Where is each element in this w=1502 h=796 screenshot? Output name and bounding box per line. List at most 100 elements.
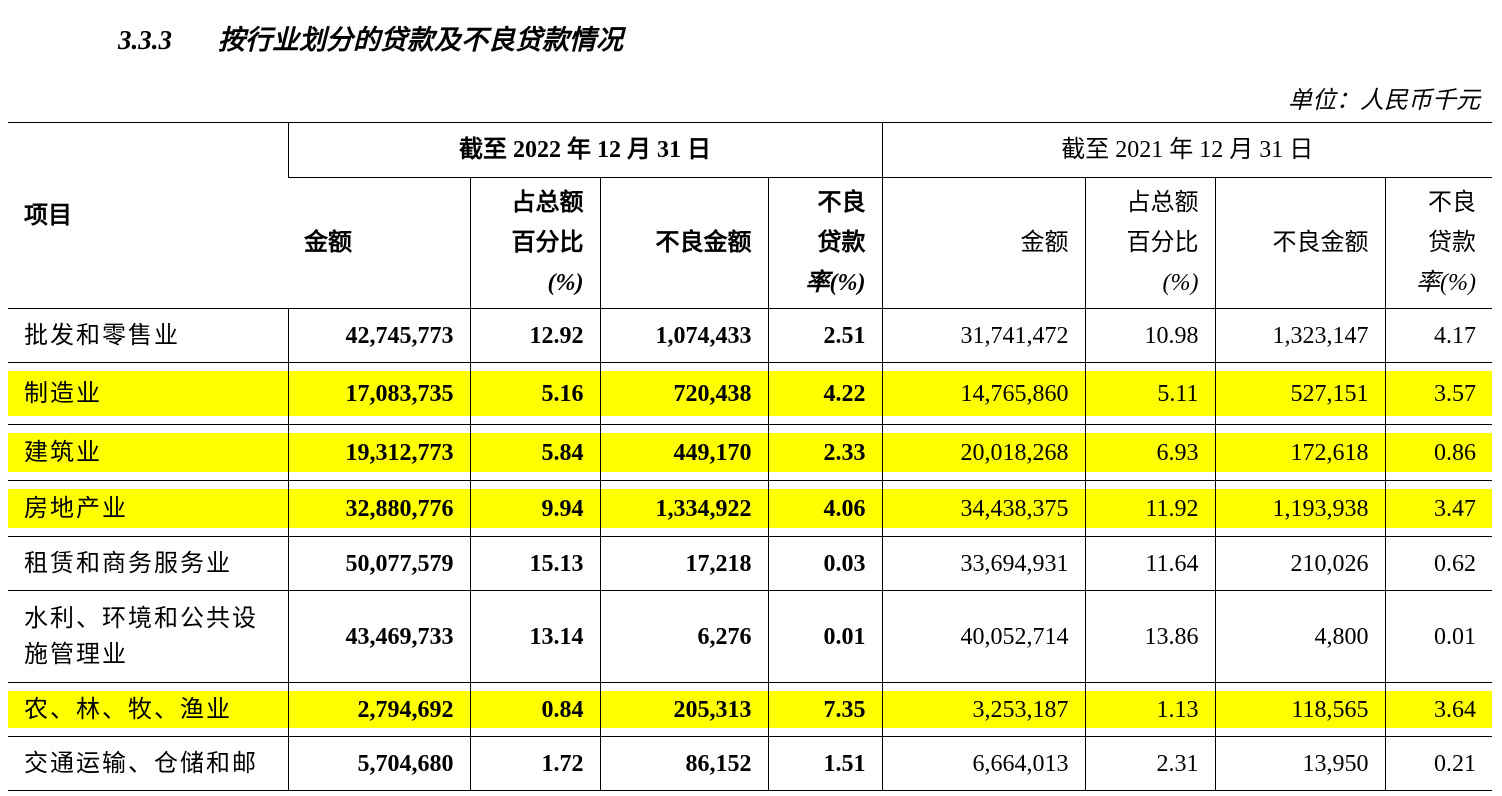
cell-value: 14,765,860 [881,362,1085,425]
row-label-text: 水利、环境和公共设施管理业 [24,605,258,668]
cell-value: 449,170 [599,424,768,481]
column-header-line: 占总额 [511,190,584,216]
column-header-line: 金额 [1020,230,1069,256]
row-label: 批发和零售业 [8,308,288,363]
cell-value: 1.72 [469,736,600,791]
cell-value: 1,334,922 [599,480,768,537]
data-row: 建筑业 19,312,773 5.84 449,170 2.33 20,018,268 6.… [8,424,1492,481]
cell-value: 40,052,714 [881,590,1085,683]
header-row: 金额 占总额 百分比 (%) 不良金额 不良 贷款 率(%) 金额 占总额 百分比 (%) 不良金额 不良… [8,177,1492,309]
cell-value: 0.03 [767,536,882,591]
column-header-line: 率(%) [1416,270,1476,296]
cell-value: 42,745,773 [287,308,470,363]
cell-value: 1.13 [1084,682,1215,737]
header-period: 截至 2021 年 12 月 31 日 [881,122,1492,178]
cell-value: 1,074,433 [599,308,768,363]
row-label-text: 租赁和商务服务业 [24,550,232,577]
cell-value: 7.35 [767,682,882,737]
cell-value: 1,323,147 [1214,308,1385,363]
cell-value: 3.47 [1384,480,1492,537]
cell-value: 0.62 [1384,536,1492,591]
column-header-line: (%) [547,270,584,296]
cell-value: 0.86 [1384,424,1492,481]
cell-value: 172,618 [1214,424,1385,481]
column-header-line: 率(%) [805,270,866,296]
row-label: 租赁和商务服务业 [8,536,288,591]
column-header-line: 不良金额 [655,230,752,256]
unit-note: 单位：人民币千元 [1288,88,1480,114]
loan-table: 项目 截至 2022 年 12 月 31 日截至 2021 年 12 月 31 日… [8,122,1492,791]
cell-value: 4.22 [767,362,882,425]
row-label-text: 农、林、牧、渔业 [24,696,232,723]
cell-value: 13.86 [1084,590,1215,683]
data-row: 交通运输、仓储和邮 5,704,680 1.72 86,152 1.51 6,664,01… [8,736,1492,791]
data-row: 农、林、牧、渔业 2,794,692 0.84 205,313 7.35 3,253,18… [8,682,1492,737]
cell-value: 20,018,268 [881,424,1085,481]
column-header-line: 不良 [817,190,866,216]
cell-value: 2.31 [1084,736,1215,791]
cell-value: 19,312,773 [287,424,470,481]
row-label-text: 交通运输、仓储和邮 [24,750,258,777]
header-row: 项目 截至 2022 年 12 月 31 日截至 2021 年 12 月 31 日 [8,122,1492,309]
cell-value: 210,026 [1214,536,1385,591]
column-header-line: 贷款 [817,230,866,256]
cell-value: 3.57 [1384,362,1492,425]
cell-value: 0.84 [469,682,600,737]
cell-value: 0.21 [1384,736,1492,791]
section-number: 3.3.3 [118,25,172,55]
cell-value: 5.16 [469,362,600,425]
column-header: 不良 贷款 率(%) [1384,177,1492,309]
row-label-text: 建筑业 [24,439,102,466]
data-row: 批发和零售业 42,745,773 12.92 1,074,433 2.51 31,741… [8,308,1492,363]
row-label: 建筑业 [8,424,288,481]
column-header-line: 金额 [304,230,352,256]
cell-value: 1,193,938 [1214,480,1385,537]
cell-value: 2.51 [767,308,882,363]
cell-value: 11.64 [1084,536,1215,591]
cell-value: 32,880,776 [287,480,470,537]
cell-value: 5.11 [1084,362,1215,425]
row-label-text: 房地产业 [24,495,128,522]
column-header: 不良贷款率(%) [767,177,882,309]
row-label-text: 制造业 [24,380,102,407]
cell-value: 12.92 [469,308,600,363]
column-header-line: 占总额 [1126,190,1199,216]
cell-value: 13,950 [1214,736,1385,791]
data-row: 制造业 17,083,735 5.16 720,438 4.22 14,765,860 5.… [8,362,1492,425]
row-label: 交通运输、仓储和邮 [8,736,288,791]
column-header: 不良金额 [1214,177,1385,309]
cell-value: 4,800 [1214,590,1385,683]
cell-value: 6.93 [1084,424,1215,481]
column-header-line: 百分比 [511,230,584,256]
cell-value: 720,438 [599,362,768,425]
cell-value: 205,313 [599,682,768,737]
column-header-line: 不良 [1428,190,1476,216]
cell-value: 9.94 [469,480,600,537]
cell-value: 43,469,733 [287,590,470,683]
row-label: 房地产业 [8,480,288,537]
data-row: 租赁和商务服务业 50,077,579 15.13 17,218 0.03 33,694,… [8,536,1492,591]
data-row: 水利、环境和公共设施管理业 43,469,733 13.14 6,276 0.01 40,… [8,590,1492,683]
cell-value: 2,794,692 [287,682,470,737]
section-title: 3.3.3 按行业划分的贷款及不良贷款情况 [118,18,623,57]
cell-value: 0.01 [767,590,882,683]
cell-value: 34,438,375 [881,480,1085,537]
cell-value: 17,083,735 [287,362,470,425]
cell-value: 11.92 [1084,480,1215,537]
row-label: 水利、环境和公共设施管理业 [8,590,288,683]
data-row: 房地产业 32,880,776 9.94 1,334,922 4.06 34,438,37… [8,480,1492,537]
column-header-line: (%) [1162,270,1199,296]
cell-value: 5.84 [469,424,600,481]
header-period: 截至 2022 年 12 月 31 日 [287,122,882,178]
column-header-line: 不良金额 [1272,230,1369,256]
cell-value: 5,704,680 [287,736,470,791]
cell-value: 3,253,187 [881,682,1085,737]
cell-value: 4.06 [767,480,882,537]
cell-value: 1.51 [767,736,882,791]
cell-value: 2.33 [767,424,882,481]
column-header: 金额 [881,177,1085,309]
column-header: 占总额 百分比 (%) [1084,177,1215,309]
header-item: 项目 [8,122,288,309]
row-label: 制造业 [8,362,288,425]
